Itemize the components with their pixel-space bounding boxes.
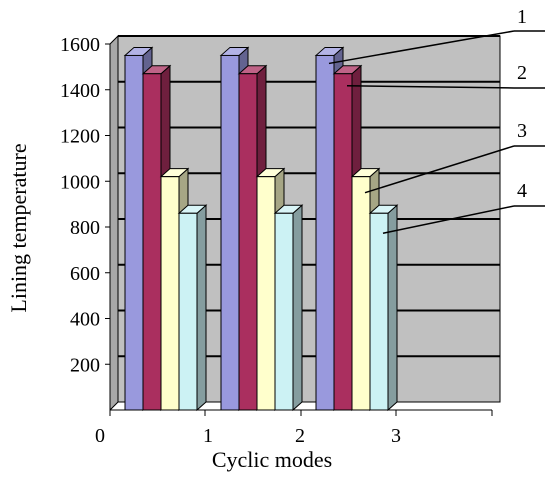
- bar-front-face: [178, 212, 198, 411]
- bars: [123, 46, 399, 412]
- x-tick-label: 0: [95, 425, 105, 447]
- callout-leader-line: [328, 30, 515, 65]
- bar-front-face: [238, 73, 258, 411]
- series-callout-label: 4: [517, 180, 527, 202]
- bar-front-face: [220, 54, 240, 411]
- y-tick-label: 1600: [60, 34, 100, 56]
- x-tick-label: 1: [203, 425, 213, 447]
- bar-side-face: [387, 204, 398, 412]
- bar: [368, 204, 399, 412]
- bar-side-face: [196, 204, 207, 412]
- bar-front-face: [351, 176, 371, 411]
- bar: [177, 204, 208, 412]
- bar-front-face: [369, 212, 389, 411]
- y-tick-label: 400: [70, 309, 100, 331]
- series-callouts: 1 2 3 4: [328, 6, 545, 235]
- bar-front-face: [142, 73, 162, 411]
- bar-front-face: [124, 54, 144, 411]
- y-tick-label: 1200: [60, 126, 100, 148]
- callout-leader-line: [382, 205, 515, 235]
- x-tick-label: 2: [295, 425, 305, 447]
- plot-side-wall: [109, 34, 119, 412]
- bar-front-face: [315, 54, 335, 411]
- callout-leader-line: [364, 145, 515, 194]
- series-callout-label: 1: [517, 6, 527, 28]
- bar-front-face: [333, 73, 353, 411]
- y-tick-label: 800: [70, 217, 100, 239]
- y-tick-label: 200: [70, 354, 100, 376]
- y-tick-label: 1000: [60, 171, 100, 193]
- series-callout-label: 2: [517, 62, 527, 84]
- axis-ticks: 200 400 600 800 1000 1200 1400 1600 0 1 2 3: [60, 34, 493, 447]
- bar-front-face: [274, 212, 294, 411]
- bar-front-face: [160, 176, 180, 411]
- bar: [273, 204, 304, 412]
- series-callout-label: 3: [517, 120, 527, 142]
- x-tick-label: 3: [391, 425, 401, 447]
- y-tick-label: 600: [70, 263, 100, 285]
- y-axis-title: Lining temperature: [6, 143, 31, 312]
- y-tick-label: 1400: [60, 80, 100, 102]
- x-axis-title: Cyclic modes: [212, 447, 332, 472]
- bar-side-face: [292, 204, 303, 412]
- callout-leader-line: [346, 84, 515, 89]
- bar-front-face: [256, 176, 276, 411]
